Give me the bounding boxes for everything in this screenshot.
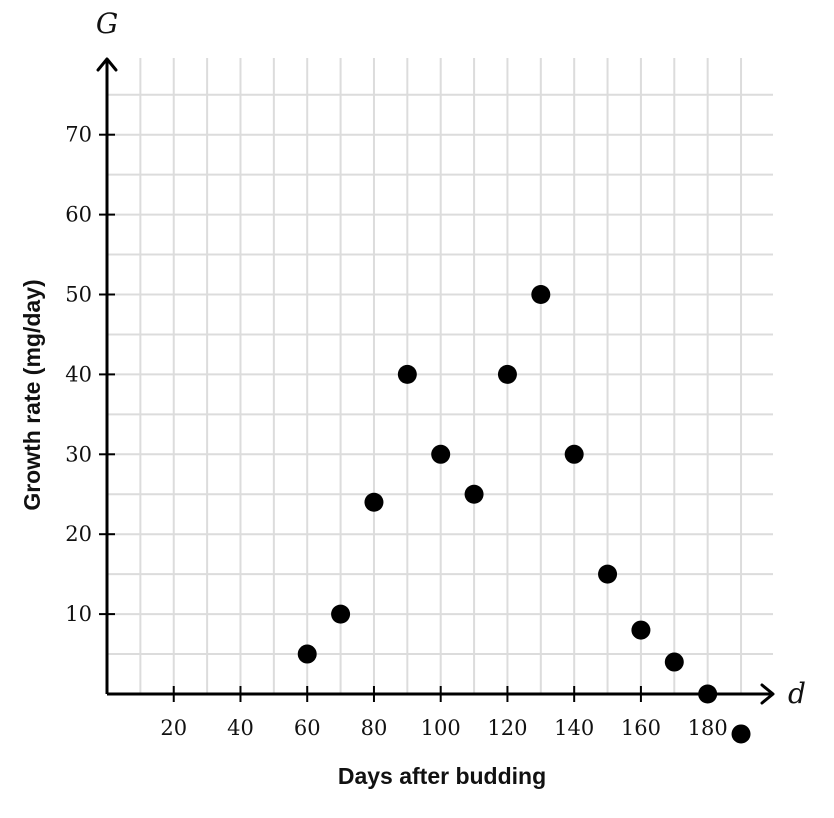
data-point [297, 644, 317, 664]
x-tick-label: 100 [421, 716, 461, 740]
y-tick-label: 40 [65, 362, 92, 386]
y-tick-label: 10 [65, 602, 92, 626]
data-point [698, 684, 718, 704]
data-point [497, 364, 517, 384]
data-point [631, 620, 651, 640]
y-axis-arrow [96, 57, 118, 72]
x-tick-label: 80 [361, 716, 388, 740]
data-point [364, 492, 384, 512]
y-axis-title: Growth rate (mg/day) [19, 279, 45, 510]
x-axis-title: Days after budding [338, 763, 546, 789]
y-tick-label: 30 [65, 442, 92, 466]
y-tick-label: 70 [65, 123, 92, 147]
y-tick-label: 50 [65, 283, 92, 307]
x-axis-arrow [760, 683, 775, 705]
grid [107, 58, 773, 694]
y-tick-label: 20 [65, 522, 92, 546]
data-point [664, 652, 684, 672]
data-point [331, 604, 351, 624]
data-point [598, 564, 618, 584]
data-point [397, 364, 417, 384]
x-ticks: 20 40 60 80 100 120 140 160 180 [160, 686, 728, 740]
x-axis-variable: d [788, 677, 806, 710]
x-tick-label: 180 [688, 716, 728, 740]
data-point [431, 444, 451, 464]
x-tick-label: 40 [227, 716, 254, 740]
x-tick-label: 120 [487, 716, 527, 740]
data-point [731, 724, 751, 744]
axes [96, 57, 775, 705]
data-point [531, 285, 551, 304]
y-ticks: 10 20 30 40 50 60 70 [65, 123, 115, 626]
x-tick-label: 20 [160, 716, 187, 740]
x-tick-label: 160 [621, 716, 661, 740]
y-axis-variable: G [96, 7, 118, 40]
data-points [297, 285, 751, 744]
data-point [464, 484, 484, 504]
x-tick-label: 140 [554, 716, 594, 740]
data-point [564, 444, 584, 464]
x-tick-label: 60 [294, 716, 321, 740]
y-tick-label: 60 [65, 203, 92, 227]
